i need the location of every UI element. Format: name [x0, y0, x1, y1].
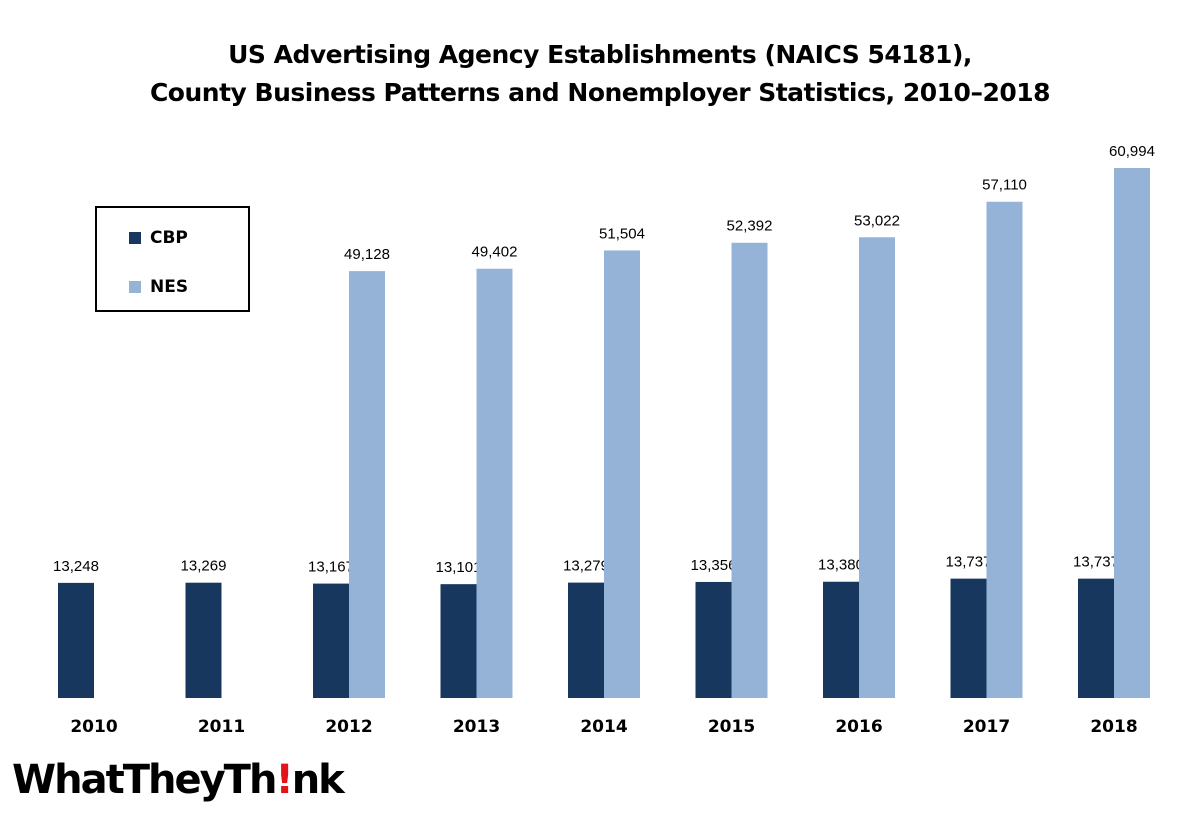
value-label-nes-2017: 57,110 [982, 177, 1027, 194]
bar-nes-2014 [604, 250, 640, 698]
chart-title-line-1: US Advertising Agency Establishments (NA… [228, 40, 972, 69]
logo-text-start: WhatTheyTh [12, 757, 277, 803]
whattheythink-logo: WhatTheyTh!nk [12, 756, 345, 804]
legend-swatch-cbp [129, 232, 141, 244]
value-label-cbp-2012: 13,167 [308, 559, 354, 576]
bar-cbp-2016 [823, 581, 859, 698]
logo-text-end: nk [291, 757, 345, 803]
x-tick-label-2017: 2017 [963, 717, 1010, 737]
value-label-cbp-2013: 13,101 [436, 559, 482, 576]
bar-nes-2018 [1114, 168, 1150, 698]
chart-title-line-2: County Business Patterns and Nonemployer… [149, 78, 1051, 107]
value-label-nes-2012: 49,128 [344, 246, 390, 263]
x-tick-label-2010: 2010 [70, 717, 117, 737]
x-tick-label-2013: 2013 [453, 717, 500, 737]
bar-cbp-2018 [1078, 578, 1114, 698]
bar-nes-2015 [731, 242, 768, 699]
value-label-nes-2018: 60,994 [1109, 143, 1155, 160]
logo-exclamation-mark: ! [275, 757, 293, 803]
bar-cbp-2014 [568, 582, 604, 698]
legend-label-nes: NES [150, 277, 189, 297]
value-label-nes-2015: 52,392 [727, 218, 773, 235]
bar-nes-2012 [349, 271, 385, 698]
bar-cbp-2012 [313, 583, 349, 698]
value-label-cbp-2016: 13,380 [818, 557, 864, 574]
bar-nes-2017 [986, 201, 1023, 698]
bar-nes-2013 [476, 268, 513, 698]
value-label-nes-2016: 53,022 [854, 212, 900, 229]
x-tick-label-2015: 2015 [708, 717, 755, 737]
value-label-cbp-2015: 13,356 [691, 557, 737, 574]
chart-title: US Advertising Agency Establishments (NA… [0, 36, 1200, 112]
bar-cbp-2013 [440, 584, 477, 698]
x-tick-label-2014: 2014 [580, 717, 627, 737]
legend-swatch-nes [129, 281, 141, 293]
legend-item-cbp: CBP [129, 228, 188, 248]
legend-label-cbp: CBP [150, 228, 188, 248]
value-label-cbp-2018: 13,737 [1073, 554, 1119, 571]
bar-cbp-2015 [695, 581, 732, 698]
value-label-nes-2014: 51,504 [599, 225, 645, 242]
value-label-cbp-2017: 13,737 [946, 554, 992, 571]
bar-cbp-2011 [185, 582, 222, 698]
x-tick-label-2016: 2016 [835, 717, 882, 737]
chart-legend: CBP NES [95, 206, 250, 312]
x-tick-label-2011: 2011 [198, 717, 245, 737]
value-label-cbp-2010: 13,248 [53, 558, 99, 575]
value-label-cbp-2014: 13,279 [563, 558, 609, 575]
value-label-nes-2013: 49,402 [472, 244, 518, 261]
bar-cbp-2017 [950, 578, 987, 698]
legend-item-nes: NES [129, 277, 188, 297]
value-label-cbp-2011: 13,269 [181, 558, 227, 575]
x-tick-label-2012: 2012 [325, 717, 372, 737]
bar-cbp-2010 [58, 582, 94, 698]
x-tick-label-2018: 2018 [1090, 717, 1137, 737]
bar-nes-2016 [859, 237, 895, 698]
